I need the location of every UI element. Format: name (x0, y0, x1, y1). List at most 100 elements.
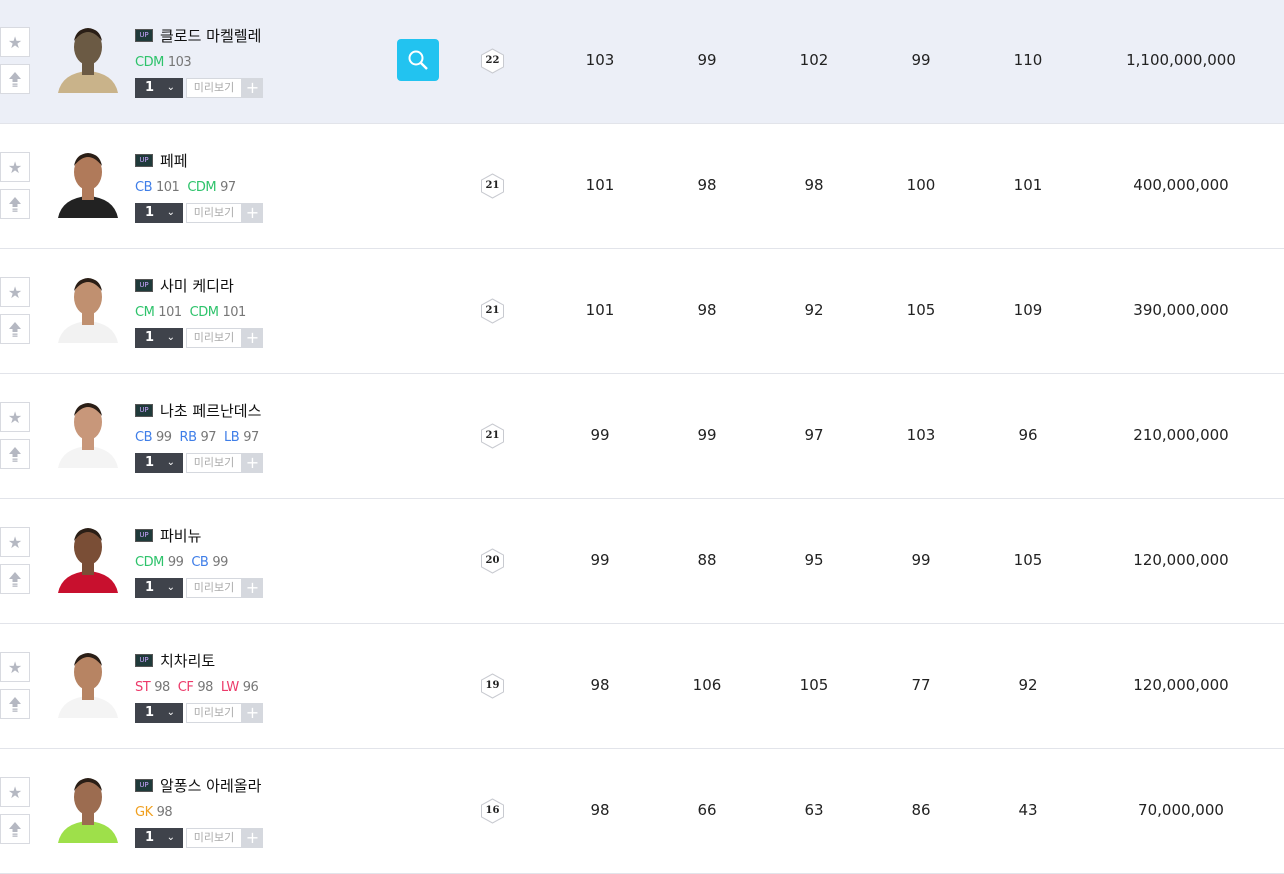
player-row[interactable]: ★ UP 클로드 마켈렐레 CDM 103 1 ⌄ 미리보기 + 22 103 99 1… (0, 0, 1284, 124)
upgrade-arrow-icon[interactable] (0, 439, 30, 469)
stat-value: 92 (804, 301, 824, 319)
player-row[interactable]: ★ UP 페페 CB 101 CDM 97 1 ⌄ 미리보기 + 21 101 98 98 1… (0, 124, 1284, 249)
player-name[interactable]: 페페 (160, 152, 188, 170)
player-name[interactable]: 나초 페르난데스 (160, 402, 262, 420)
stat-value: 63 (804, 801, 824, 819)
positions: CDM 99 CB 99 (135, 555, 236, 570)
position-cdm: CDM 103 (135, 55, 192, 70)
positions: CM 101 CDM 101 (135, 305, 254, 320)
stat-value: 101 (585, 176, 615, 194)
position-cb: CB 99 (191, 555, 228, 570)
position-cb: CB 101 (135, 180, 180, 195)
search-button[interactable] (397, 39, 439, 81)
positions: GK 98 (135, 805, 180, 820)
price: 400,000,000 (1133, 176, 1229, 194)
position-gk: GK 98 (135, 805, 173, 820)
player-photo[interactable] (50, 767, 126, 843)
player-photo[interactable] (50, 142, 126, 218)
player-photo[interactable] (50, 642, 126, 718)
player-name[interactable]: 클로드 마켈렐레 (160, 27, 262, 45)
player-photo[interactable] (50, 392, 126, 468)
stat-value: 103 (585, 51, 615, 69)
stat-value: 43 (1018, 801, 1038, 819)
stat-value: 105 (906, 301, 936, 319)
player-name[interactable]: 알퐁스 아레올라 (160, 777, 262, 795)
stat-value: 102 (799, 51, 829, 69)
preview-button[interactable]: 미리보기 (186, 203, 242, 223)
add-button[interactable]: + (242, 453, 263, 473)
preview-button[interactable]: 미리보기 (186, 828, 242, 848)
season-badge: UP (135, 279, 153, 292)
level-select[interactable]: 1 ⌄ (135, 78, 183, 98)
stat-value: 100 (906, 176, 936, 194)
stat-value: 98 (697, 176, 717, 194)
upgrade-arrow-icon[interactable] (0, 564, 30, 594)
favorite-star-icon[interactable]: ★ (0, 277, 30, 307)
stat-value: 101 (585, 301, 615, 319)
level-select[interactable]: 1 ⌄ (135, 703, 183, 723)
stat-value: 77 (911, 676, 931, 694)
player-row[interactable]: ★ UP 사미 케디라 CM 101 CDM 101 1 ⌄ 미리보기 + 21 101… (0, 249, 1284, 374)
stat-value: 106 (692, 676, 722, 694)
overall-badge: 22 (480, 48, 505, 74)
preview-button[interactable]: 미리보기 (186, 328, 242, 348)
level-select[interactable]: 1 ⌄ (135, 578, 183, 598)
season-badge: UP (135, 779, 153, 792)
player-row[interactable]: ★ UP 파비뉴 CDM 99 CB 99 1 ⌄ 미리보기 + 20 99 88 95 99… (0, 499, 1284, 624)
stat-value: 105 (799, 676, 829, 694)
upgrade-arrow-icon[interactable] (0, 189, 30, 219)
stat-value: 98 (590, 676, 610, 694)
level-select[interactable]: 1 ⌄ (135, 453, 183, 473)
player-name[interactable]: 파비뉴 (160, 527, 202, 545)
preview-button[interactable]: 미리보기 (186, 703, 242, 723)
position-cdm: CDM 101 (189, 305, 247, 320)
upgrade-arrow-icon[interactable] (0, 689, 30, 719)
stat-value: 86 (911, 801, 931, 819)
stat-value: 96 (1018, 426, 1038, 444)
stat-value: 88 (697, 551, 717, 569)
add-button[interactable]: + (242, 203, 263, 223)
position-lw: LW 96 (220, 680, 259, 695)
level-select[interactable]: 1 ⌄ (135, 328, 183, 348)
season-badge: UP (135, 29, 153, 42)
favorite-star-icon[interactable]: ★ (0, 402, 30, 432)
favorite-star-icon[interactable]: ★ (0, 152, 30, 182)
chevron-down-icon: ⌄ (166, 707, 175, 718)
stat-value: 95 (804, 551, 824, 569)
stat-value: 92 (1018, 676, 1038, 694)
overall-badge: 20 (480, 548, 505, 574)
chevron-down-icon: ⌄ (166, 582, 175, 593)
price: 120,000,000 (1133, 551, 1229, 569)
stat-value: 97 (804, 426, 824, 444)
favorite-star-icon[interactable]: ★ (0, 27, 30, 57)
add-button[interactable]: + (242, 78, 263, 98)
player-name[interactable]: 치차리토 (160, 652, 216, 670)
chevron-down-icon: ⌄ (166, 82, 175, 93)
price: 210,000,000 (1133, 426, 1229, 444)
add-button[interactable]: + (242, 703, 263, 723)
level-select[interactable]: 1 ⌄ (135, 203, 183, 223)
player-photo[interactable] (50, 17, 126, 93)
player-row[interactable]: ★ UP 알퐁스 아레올라 GK 98 1 ⌄ 미리보기 + 16 98 66 63 86… (0, 749, 1284, 874)
upgrade-arrow-icon[interactable] (0, 814, 30, 844)
preview-button[interactable]: 미리보기 (186, 578, 242, 598)
search-icon (408, 50, 428, 70)
add-button[interactable]: + (242, 578, 263, 598)
price: 120,000,000 (1133, 676, 1229, 694)
player-photo[interactable] (50, 517, 126, 593)
level-select[interactable]: 1 ⌄ (135, 828, 183, 848)
preview-button[interactable]: 미리보기 (186, 453, 242, 473)
player-row[interactable]: ★ UP 나초 페르난데스 CB 99 RB 97 LB 97 1 ⌄ 미리보기 + 21 … (0, 374, 1284, 499)
favorite-star-icon[interactable]: ★ (0, 527, 30, 557)
player-photo[interactable] (50, 267, 126, 343)
player-name[interactable]: 사미 케디라 (160, 277, 234, 295)
player-row[interactable]: ★ UP 치차리토 ST 98 CF 98 LW 96 1 ⌄ 미리보기 + 19 98 10… (0, 624, 1284, 749)
favorite-star-icon[interactable]: ★ (0, 777, 30, 807)
preview-button[interactable]: 미리보기 (186, 78, 242, 98)
upgrade-arrow-icon[interactable] (0, 314, 30, 344)
positions: ST 98 CF 98 LW 96 (135, 680, 266, 695)
add-button[interactable]: + (242, 328, 263, 348)
upgrade-arrow-icon[interactable] (0, 64, 30, 94)
favorite-star-icon[interactable]: ★ (0, 652, 30, 682)
add-button[interactable]: + (242, 828, 263, 848)
